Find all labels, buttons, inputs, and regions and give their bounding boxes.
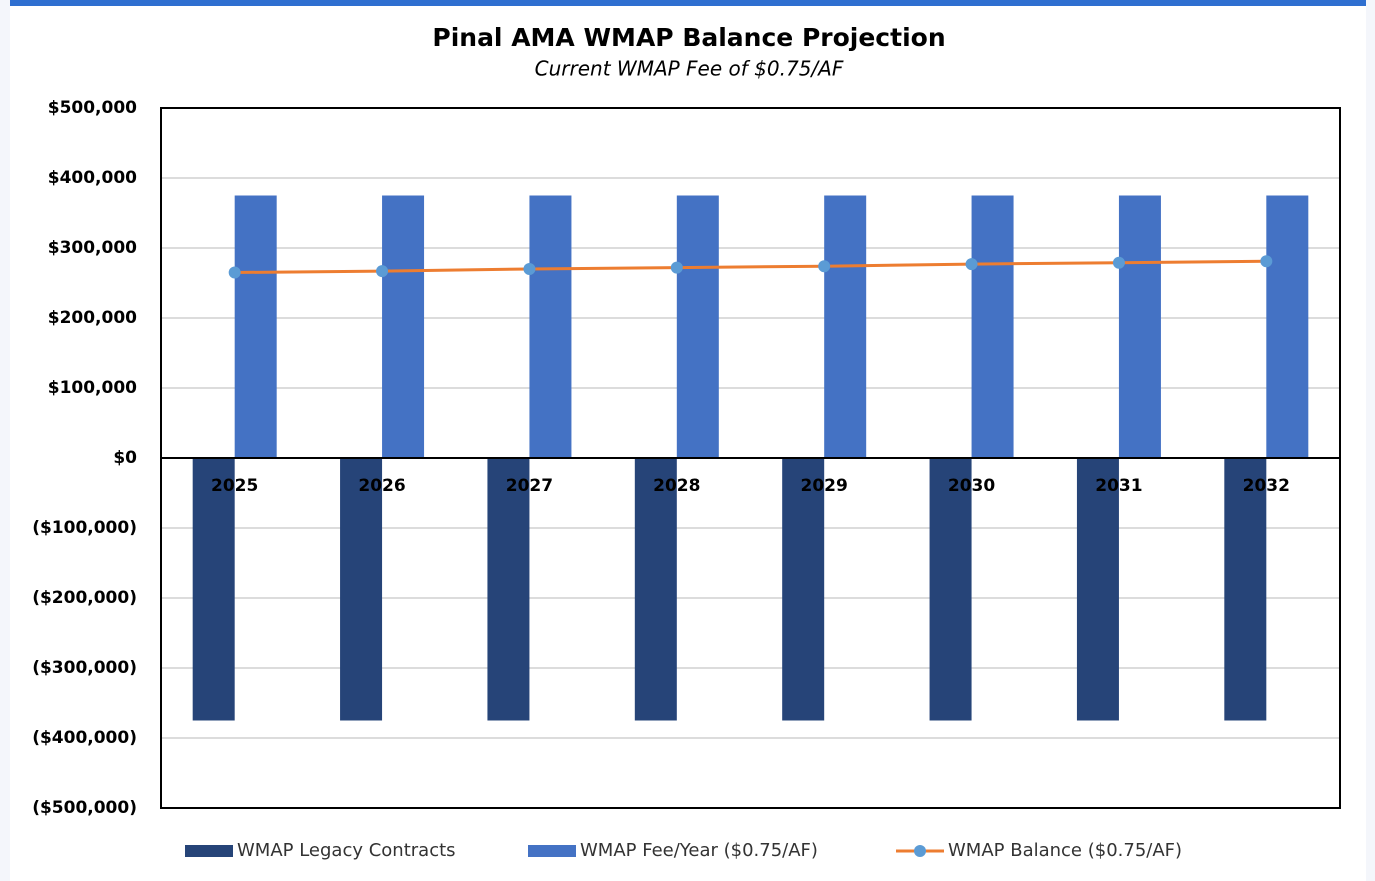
bar [1118, 195, 1161, 458]
bar [234, 195, 277, 458]
bar [487, 458, 530, 721]
bar [782, 458, 825, 721]
labels: $500,000 $400,000 $300,000 $200,000 $100,000… [32, 98, 1290, 818]
bar [1076, 458, 1119, 721]
line-marker [670, 261, 683, 274]
y-tick-label: $500,000 [48, 98, 137, 118]
x-tick-label: 2028 [653, 476, 700, 496]
plot-border [160, 107, 1341, 809]
line-marker [818, 260, 831, 273]
legend-swatch [528, 845, 576, 857]
bar [1266, 195, 1309, 458]
legend-swatch [185, 845, 233, 857]
legend-label: WMAP Legacy Contracts [237, 840, 456, 861]
line-marker [376, 265, 389, 278]
y-tick-label: $0 [113, 448, 137, 468]
legend-label: WMAP Balance ($0.75/AF) [948, 840, 1182, 861]
bar [529, 195, 572, 458]
bar [971, 195, 1014, 458]
legend: WMAP Legacy Contracts WMAP Fee/Year ($0.7… [185, 840, 1182, 861]
y-tick-label: $100,000 [48, 378, 137, 398]
line [234, 259, 1267, 274]
x-tick-label: 2025 [211, 476, 258, 496]
y-tick-label: ($300,000) [32, 658, 137, 678]
legend-marker [914, 845, 926, 857]
bar [192, 458, 235, 721]
line-marker [1112, 256, 1125, 269]
chart-subtitle: Current WMAP Fee of $0.75/AF [535, 57, 844, 81]
y-tick-label: $300,000 [48, 238, 137, 258]
bar [340, 458, 383, 721]
y-tick-label: ($500,000) [32, 798, 137, 818]
y-tick-label: ($200,000) [32, 588, 137, 608]
line-marker [1260, 255, 1273, 268]
x-tick-label: 2030 [948, 476, 995, 496]
line-marker [228, 266, 241, 279]
x-tick-label: 2032 [1243, 476, 1290, 496]
bar [676, 195, 719, 458]
x-tick-label: 2026 [358, 476, 405, 496]
chart-title: Pinal AMA WMAP Balance Projection [432, 23, 945, 52]
bar [634, 458, 677, 721]
x-tick-label: 2029 [801, 476, 848, 496]
bar [929, 458, 972, 721]
legend-label: WMAP Fee/Year ($0.75/AF) [580, 840, 818, 861]
bar [1224, 458, 1267, 721]
y-tick-label: ($100,000) [32, 518, 137, 538]
left-frame [0, 0, 10, 881]
line-marker [965, 258, 978, 271]
top-frame [0, 0, 1375, 6]
y-tick-label: $400,000 [48, 168, 137, 188]
x-tick-label: 2027 [506, 476, 553, 496]
bar [382, 195, 425, 458]
x-tick-label: 2031 [1095, 476, 1142, 496]
bar [824, 195, 867, 458]
y-tick-label: ($400,000) [32, 728, 137, 748]
right-frame [1366, 0, 1375, 881]
line-marker [523, 263, 536, 275]
y-tick-label: $200,000 [48, 308, 137, 328]
marks [160, 107, 1341, 809]
